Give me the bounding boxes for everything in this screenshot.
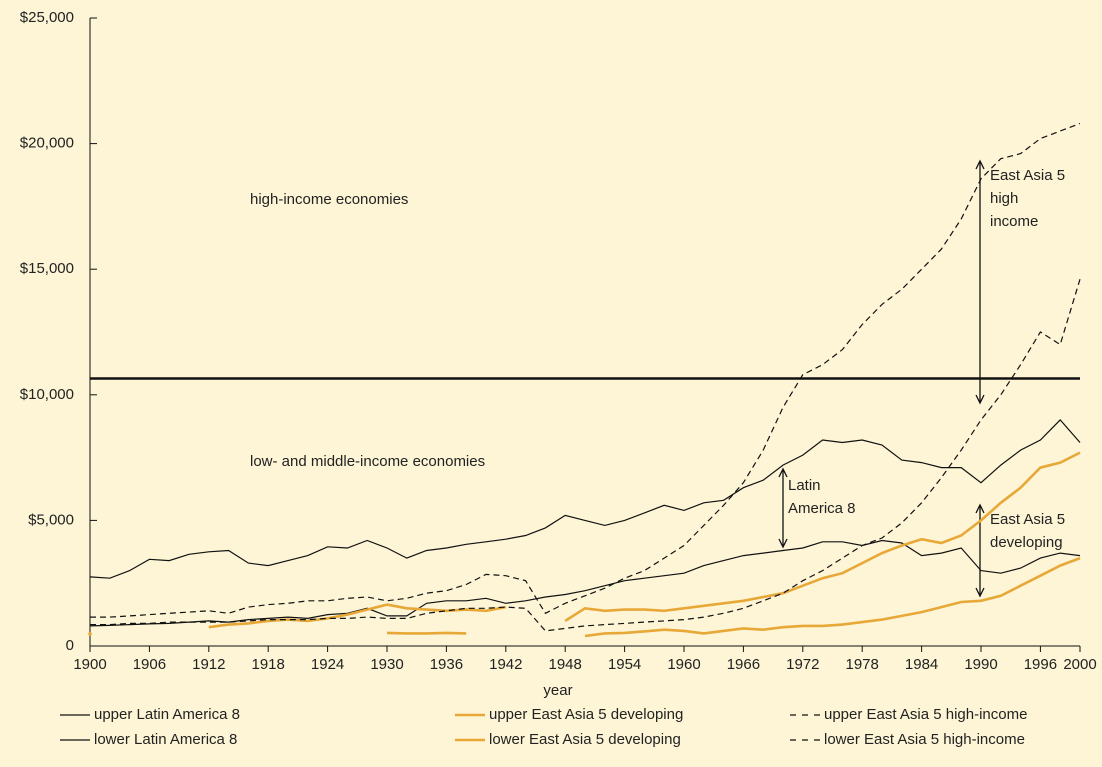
series-line — [90, 122, 1081, 618]
annotation: income — [990, 213, 1038, 230]
y-tick-label: $20,000 — [20, 135, 74, 152]
annotation: high — [990, 190, 1018, 207]
annotation: East Asia 5 — [990, 167, 1065, 184]
x-tick-label: 1900 — [73, 656, 106, 673]
x-tick-label: 1912 — [192, 656, 225, 673]
legend-label: upper East Asia 5 developing — [489, 706, 683, 723]
annotation: high-income economies — [250, 191, 408, 208]
x-tick-label: 1948 — [549, 656, 582, 673]
x-tick-label: 1906 — [133, 656, 166, 673]
x-tick-label: 1966 — [727, 656, 760, 673]
x-tick-label: 1924 — [311, 656, 344, 673]
y-tick-label: $10,000 — [20, 386, 74, 403]
x-tick-label: 1954 — [608, 656, 641, 673]
legend-label: lower East Asia 5 developing — [489, 731, 681, 748]
legend-label: lower Latin America 8 — [94, 731, 237, 748]
arrow-head — [975, 159, 985, 405]
point — [88, 632, 92, 636]
x-axis-label: year — [543, 682, 572, 699]
series-line — [584, 556, 1081, 638]
x-tick-label: 1996 — [1024, 656, 1057, 673]
x-tick-label: 1936 — [430, 656, 463, 673]
x-tick-label: 1990 — [964, 656, 997, 673]
y-tick-label: 0 — [66, 637, 74, 654]
y-tick-label: $25,000 — [20, 9, 74, 26]
x-tick-label: 2000 — [1063, 656, 1096, 673]
x-tick-label: 1930 — [370, 656, 403, 673]
y-tick-label: $15,000 — [20, 260, 74, 277]
x-tick-label: 1918 — [252, 656, 285, 673]
series-line — [564, 451, 1081, 622]
arrow-head — [778, 467, 788, 549]
series-line — [89, 539, 1081, 627]
annotation: Latin — [788, 477, 821, 494]
x-tick-label: 1972 — [786, 656, 819, 673]
arrow-head — [975, 503, 985, 598]
series-line — [386, 631, 467, 635]
legend-label: upper Latin America 8 — [94, 706, 240, 723]
x-tick-label: 1984 — [905, 656, 938, 673]
y-tick-label: $5,000 — [28, 511, 74, 528]
series-line — [89, 419, 1081, 579]
series-line — [208, 603, 507, 629]
annotation: low- and middle-income economies — [250, 453, 485, 470]
annotation: America 8 — [788, 500, 856, 517]
legend-label: upper East Asia 5 high-income — [824, 706, 1027, 723]
annotation: developing — [990, 534, 1063, 551]
legend-label: lower East Asia 5 high-income — [824, 731, 1025, 748]
x-tick-label: 1978 — [846, 656, 879, 673]
x-tick-label: 1960 — [667, 656, 700, 673]
x-tick-label: 1942 — [489, 656, 522, 673]
series-line — [90, 279, 1081, 632]
annotation: East Asia 5 — [990, 511, 1065, 528]
